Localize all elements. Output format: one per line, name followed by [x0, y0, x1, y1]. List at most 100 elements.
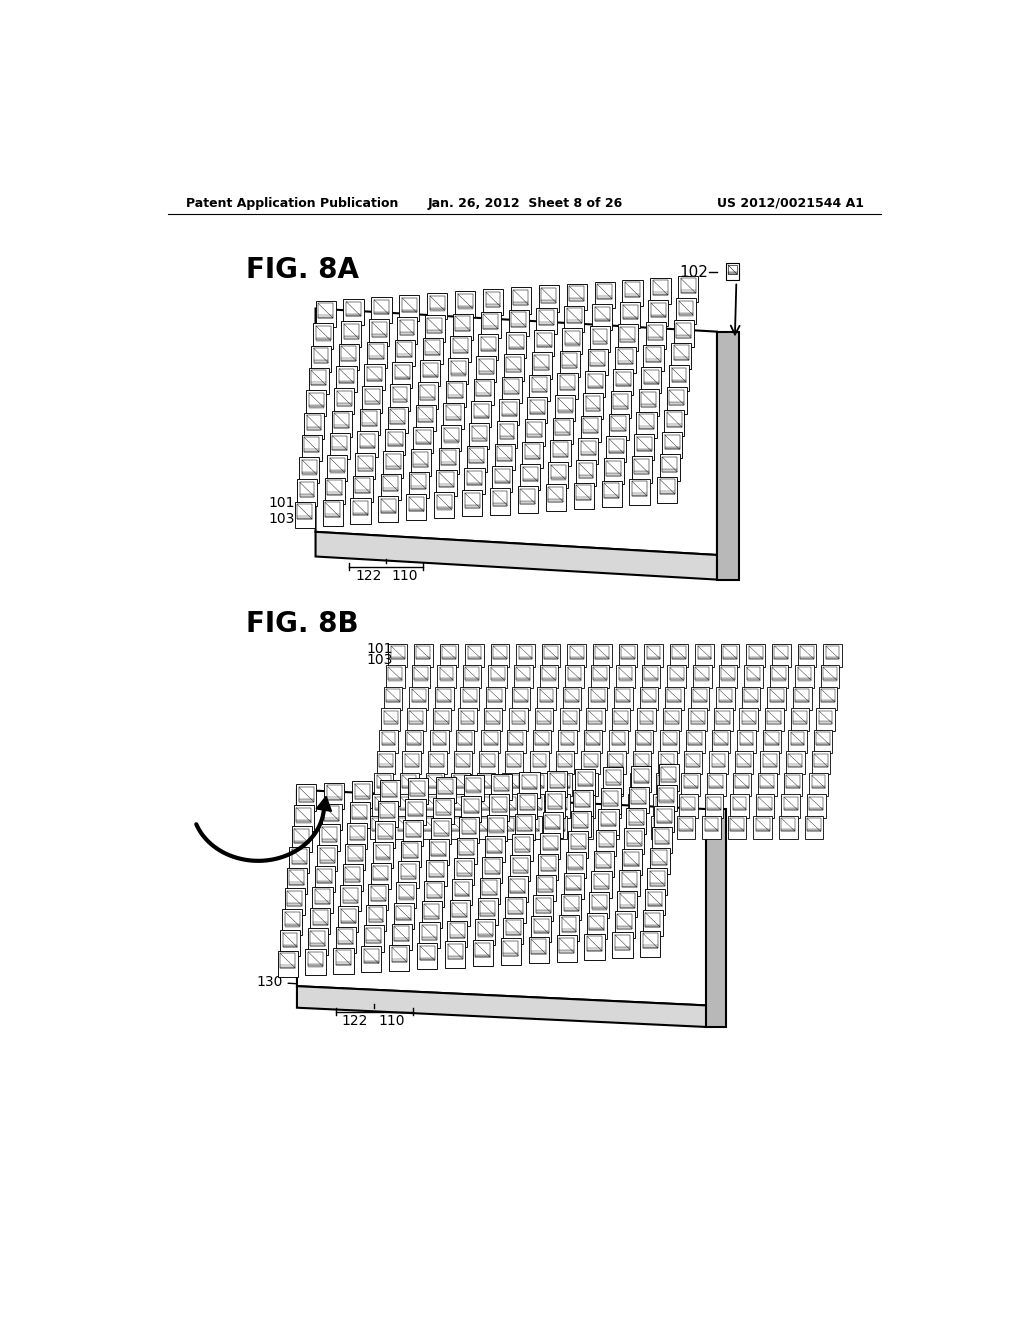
- Bar: [312, 911, 328, 925]
- Bar: [506, 920, 520, 935]
- Bar: [504, 354, 524, 380]
- Bar: [485, 292, 501, 306]
- Bar: [529, 375, 550, 401]
- Bar: [807, 795, 825, 817]
- Bar: [620, 870, 640, 896]
- Bar: [450, 923, 465, 939]
- Bar: [439, 668, 454, 680]
- Bar: [370, 345, 384, 359]
- Bar: [543, 836, 558, 850]
- Bar: [500, 424, 514, 438]
- Bar: [643, 933, 657, 948]
- Bar: [480, 902, 495, 916]
- Bar: [606, 461, 622, 475]
- Bar: [383, 783, 397, 797]
- Bar: [339, 343, 359, 370]
- Bar: [443, 428, 459, 442]
- Bar: [573, 813, 588, 828]
- Bar: [365, 364, 385, 391]
- Bar: [379, 754, 393, 767]
- Bar: [375, 797, 388, 809]
- Bar: [710, 751, 728, 775]
- Bar: [315, 326, 331, 341]
- Bar: [679, 301, 693, 315]
- Bar: [385, 429, 406, 455]
- Bar: [586, 708, 604, 731]
- Bar: [754, 816, 772, 840]
- Bar: [653, 280, 668, 294]
- Bar: [498, 816, 516, 840]
- Bar: [735, 775, 749, 788]
- Bar: [620, 894, 635, 908]
- Bar: [468, 645, 481, 659]
- Bar: [621, 327, 635, 342]
- Bar: [432, 708, 452, 731]
- Bar: [793, 686, 812, 710]
- Bar: [461, 686, 479, 710]
- Bar: [635, 754, 649, 767]
- Bar: [353, 500, 368, 515]
- Bar: [647, 892, 663, 907]
- Bar: [584, 754, 598, 767]
- Bar: [319, 825, 340, 850]
- Bar: [399, 319, 415, 335]
- Bar: [651, 816, 670, 840]
- Bar: [483, 314, 498, 329]
- Bar: [402, 751, 421, 775]
- Bar: [473, 940, 493, 966]
- Bar: [657, 477, 678, 503]
- Bar: [681, 279, 695, 293]
- Bar: [628, 818, 642, 832]
- Bar: [564, 306, 585, 333]
- Bar: [612, 932, 633, 958]
- Bar: [427, 318, 442, 333]
- Bar: [400, 841, 421, 867]
- Bar: [695, 644, 714, 667]
- Bar: [631, 766, 651, 792]
- Bar: [484, 859, 500, 874]
- Bar: [380, 803, 395, 818]
- Bar: [330, 458, 345, 473]
- Bar: [512, 686, 530, 710]
- Bar: [377, 751, 395, 775]
- Bar: [556, 775, 569, 788]
- Bar: [604, 774, 624, 796]
- Bar: [495, 776, 509, 791]
- Text: 101: 101: [367, 642, 393, 656]
- Bar: [457, 861, 472, 875]
- Bar: [426, 859, 446, 886]
- Bar: [492, 797, 507, 812]
- Bar: [402, 775, 416, 788]
- Bar: [400, 797, 414, 809]
- Bar: [464, 799, 479, 813]
- Bar: [723, 645, 737, 659]
- Bar: [487, 838, 502, 853]
- Bar: [423, 363, 437, 378]
- Bar: [788, 730, 807, 752]
- Bar: [495, 444, 515, 470]
- Bar: [435, 776, 456, 803]
- Bar: [693, 665, 712, 688]
- Bar: [577, 486, 591, 500]
- Bar: [637, 437, 651, 451]
- Bar: [553, 417, 572, 444]
- Bar: [388, 644, 407, 667]
- Bar: [398, 884, 414, 899]
- Bar: [659, 454, 680, 480]
- Bar: [653, 795, 672, 817]
- Bar: [642, 689, 655, 702]
- Bar: [407, 708, 426, 731]
- Bar: [486, 710, 500, 723]
- Bar: [697, 645, 712, 659]
- Bar: [735, 751, 754, 775]
- Bar: [614, 911, 635, 937]
- Bar: [315, 890, 330, 904]
- Bar: [575, 792, 591, 807]
- Bar: [338, 906, 358, 932]
- Bar: [569, 286, 584, 301]
- Text: 103: 103: [367, 653, 393, 668]
- Bar: [605, 797, 618, 809]
- Bar: [606, 436, 627, 462]
- Bar: [805, 816, 823, 840]
- Bar: [660, 754, 674, 767]
